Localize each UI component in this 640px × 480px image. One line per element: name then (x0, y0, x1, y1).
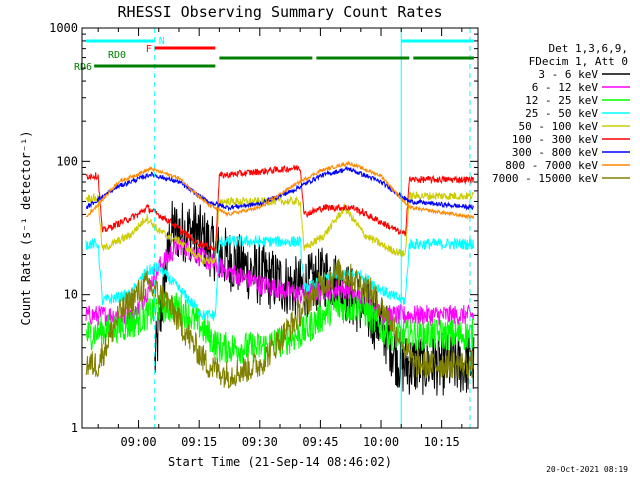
y-axis-label: Count Rate (s⁻¹ detector⁻¹) (19, 130, 33, 325)
series-line-50-100-kev (85, 190, 474, 265)
y-tick-label: 1 (71, 421, 78, 435)
series-line-25-50-kev (85, 234, 474, 321)
y-tick-label: 100 (56, 154, 78, 168)
x-tick-label: 09:15 (181, 435, 217, 449)
legend-label-7000-15000-kev: 7000 - 15000 keV (492, 172, 598, 185)
x-tick-label: 09:30 (242, 435, 278, 449)
y-tick-label: 10 (64, 288, 78, 302)
footer-timestamp: 20-Oct-2021 08:19 (546, 465, 628, 474)
series-line-300-800-kev (85, 165, 474, 212)
chart-title: RHESSI Observing Summary Count Rates (117, 3, 442, 21)
series-line-100-300-kev (85, 164, 474, 251)
legend-label-800-7000-kev: 800 - 7000 keV (505, 159, 598, 172)
legend-label-100-300-kev: 100 - 300 keV (512, 133, 598, 146)
legend-label-25-50-kev: 25 - 50 keV (525, 107, 598, 120)
x-tick-label: 10:00 (363, 435, 399, 449)
x-axis-label: Start Time (21-Sep-14 08:46:02) (168, 455, 392, 469)
x-tick-label: 10:15 (424, 435, 460, 449)
state-bars: NF RD0 RD6 (74, 36, 474, 73)
series-curves (85, 160, 475, 396)
legend-label-3-6-kev: 3 - 6 keV (538, 68, 598, 81)
series-line-7000-15000-kev (85, 258, 474, 389)
state-label-rd6: RD6 (74, 62, 92, 73)
x-axis: 09:00 09:15 09:30 09:45 10:00 10:15 (97, 28, 463, 449)
legend-header-line: FDecim 1, Att 0 (529, 55, 628, 68)
series-line-800-7000-kev (85, 160, 474, 220)
vertical-markers (154, 28, 471, 428)
x-tick-label: 09:00 (121, 435, 157, 449)
legend-header-line: Det 1,3,6,9, (549, 42, 628, 55)
legend-label-6-12-kev: 6 - 12 keV (532, 81, 599, 94)
state-label-n: N (159, 36, 165, 47)
state-label-f: F (146, 44, 152, 55)
legend-label-12-25-kev: 12 - 25 keV (525, 94, 598, 107)
legend-label-300-800-kev: 300 - 800 keV (512, 146, 598, 159)
y-axis: 1 10 100 1000 (49, 21, 478, 435)
state-label-rd0: RD0 (108, 50, 126, 61)
legend-label-50-100-kev: 50 - 100 keV (519, 120, 599, 133)
x-tick-label: 09:45 (302, 435, 338, 449)
y-tick-label: 1000 (49, 21, 78, 35)
